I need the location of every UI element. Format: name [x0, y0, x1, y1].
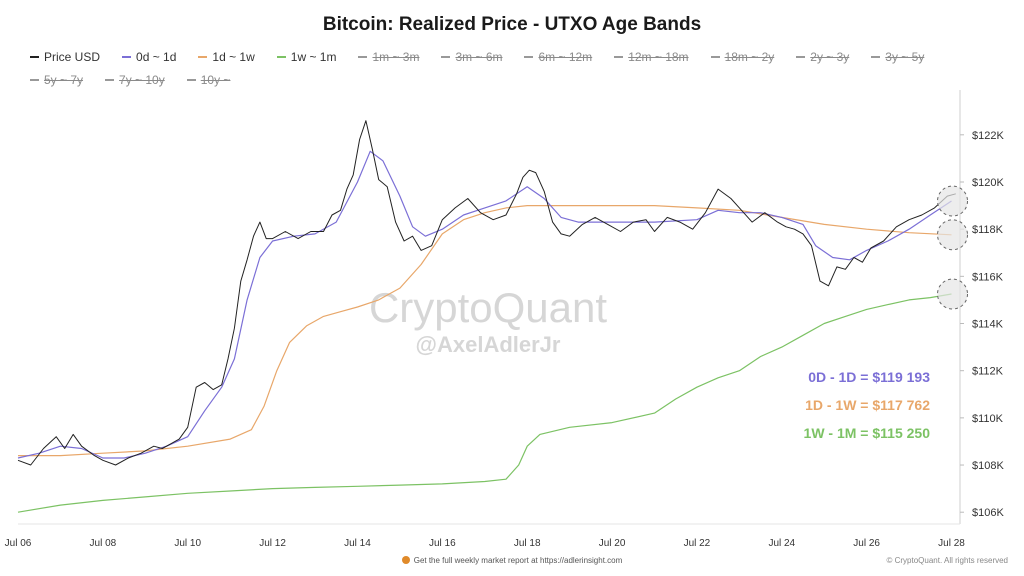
x-tick-label: Jul 12	[259, 538, 286, 549]
legend-item[interactable]: 1w ~ 1m	[276, 47, 337, 67]
legend-label: 12m ~ 18m	[628, 50, 689, 64]
legend-item[interactable]: 6m ~ 12m	[524, 47, 592, 67]
series-line-0d-1d	[17, 150, 952, 459]
watermark-brand: CryptoQuant	[369, 284, 607, 331]
legend-label: 2y ~ 3y	[810, 50, 850, 64]
legend-label: 3y ~ 5y	[885, 50, 925, 64]
annotation-1w-1m: 1W - 1M = $115 250	[804, 425, 931, 441]
annotation-1d-1w: 1D - 1W = $117 762	[805, 397, 930, 413]
footer-promo-text: Get the full weekly market report at htt…	[413, 556, 623, 565]
legend-item[interactable]: 2y ~ 3y	[796, 47, 849, 67]
legend-item[interactable]: 7y ~ 10y	[105, 70, 165, 90]
series-line-1d-1w	[18, 205, 952, 457]
highlight-circle	[937, 185, 969, 217]
x-tick-label: Jul 06	[5, 538, 32, 549]
legend-item[interactable]: 1d ~ 1w	[198, 47, 255, 67]
y-tick-label: $110K	[972, 413, 1004, 425]
x-tick-label: Jul 16	[429, 538, 456, 549]
legend-swatch	[614, 56, 624, 58]
series-line-price-usd	[17, 120, 956, 466]
watermark-handle: @AxelAdlerJr	[416, 332, 561, 357]
y-tick-label: $108K	[972, 460, 1004, 472]
x-tick-label: Jul 22	[684, 538, 711, 549]
legend-label: 1w ~ 1m	[290, 50, 337, 64]
report-icon	[401, 556, 410, 564]
legend-swatch	[105, 79, 115, 81]
copyright: © CryptoQuant. All rights reserved	[886, 556, 1009, 565]
legend-label: 3m ~ 6m	[455, 50, 503, 64]
y-tick-label: $122K	[972, 130, 1004, 142]
legend-item[interactable]: 18m ~ 2y	[710, 47, 775, 67]
legend-label: 1d ~ 1w	[212, 50, 255, 64]
x-tick-label: Jul 20	[599, 538, 626, 549]
legend-swatch	[30, 56, 39, 58]
legend-label: 0d ~ 1d	[136, 50, 177, 64]
legend-swatch	[710, 56, 720, 58]
legend-swatch	[441, 56, 451, 58]
legend-swatch	[30, 79, 39, 81]
x-tick-label: Jul 14	[344, 538, 371, 549]
series-line-1w-1m	[17, 293, 952, 513]
legend-item[interactable]: 3y ~ 5y	[871, 47, 924, 67]
highlight-circle	[937, 278, 969, 310]
value-annotations: 0D - 1D = $119 193 1D - 1W = $117 762 1W…	[804, 369, 931, 441]
legend-item[interactable]: 10y ~	[186, 70, 231, 90]
legend-swatch	[186, 79, 196, 81]
y-tick-label: $120K	[972, 177, 1004, 189]
legend-item[interactable]: 5y ~ 7y	[30, 70, 83, 90]
legend-swatch	[276, 56, 286, 58]
legend-swatch	[198, 56, 208, 58]
chart-title: Bitcoin: Realized Price - UTXO Age Bands	[322, 14, 702, 35]
legend-item[interactable]: 12m ~ 18m	[614, 47, 689, 67]
legend-label: 6m ~ 12m	[538, 50, 593, 64]
y-tick-label: $114K	[972, 319, 1004, 331]
x-tick-label: Jul 10	[174, 538, 201, 549]
y-tick-label: $116K	[972, 271, 1004, 283]
x-tick-label: Jul 26	[853, 538, 880, 549]
legend-label: 7y ~ 10y	[119, 73, 165, 87]
legend-item[interactable]: 1m ~ 3m	[358, 47, 419, 67]
legend-swatch	[796, 56, 806, 58]
legend-item[interactable]: 0d ~ 1d	[122, 47, 176, 67]
legend-item[interactable]: 3m ~ 6m	[441, 47, 502, 67]
legend-label: 1m ~ 3m	[372, 50, 420, 64]
legend-label: 18m ~ 2y	[724, 50, 775, 64]
legend-swatch	[524, 56, 534, 58]
annotation-0d-1d: 0D - 1D = $119 193	[808, 369, 930, 385]
legend-swatch	[871, 56, 881, 58]
series-lines	[17, 120, 956, 513]
highlight-markers	[937, 185, 969, 310]
watermark: CryptoQuant @AxelAdlerJr	[369, 284, 607, 357]
x-tick-label: Jul 28	[938, 538, 965, 549]
highlight-circle	[937, 219, 969, 251]
legend-item[interactable]: Price USD	[30, 47, 100, 67]
x-tick-label: Jul 24	[768, 538, 795, 549]
legend-swatch	[122, 56, 132, 58]
y-tick-label: $118K	[972, 224, 1004, 236]
footer-promo: Get the full weekly market report at htt…	[0, 556, 1024, 565]
y-tick-label: $112K	[972, 366, 1004, 378]
legend-label: 5y ~ 7y	[44, 73, 84, 87]
x-tick-label: Jul 18	[514, 538, 541, 549]
y-tick-label: $106K	[972, 507, 1004, 519]
legend-label: Price USD	[44, 50, 101, 64]
legend: Price USD 0d ~ 1d 1d ~ 1w 1w ~ 1m 1m ~ 3m 3m …	[30, 44, 1010, 90]
x-tick-label: Jul 08	[90, 538, 117, 549]
legend-swatch	[358, 56, 368, 58]
legend-label: 10y ~	[200, 73, 231, 87]
